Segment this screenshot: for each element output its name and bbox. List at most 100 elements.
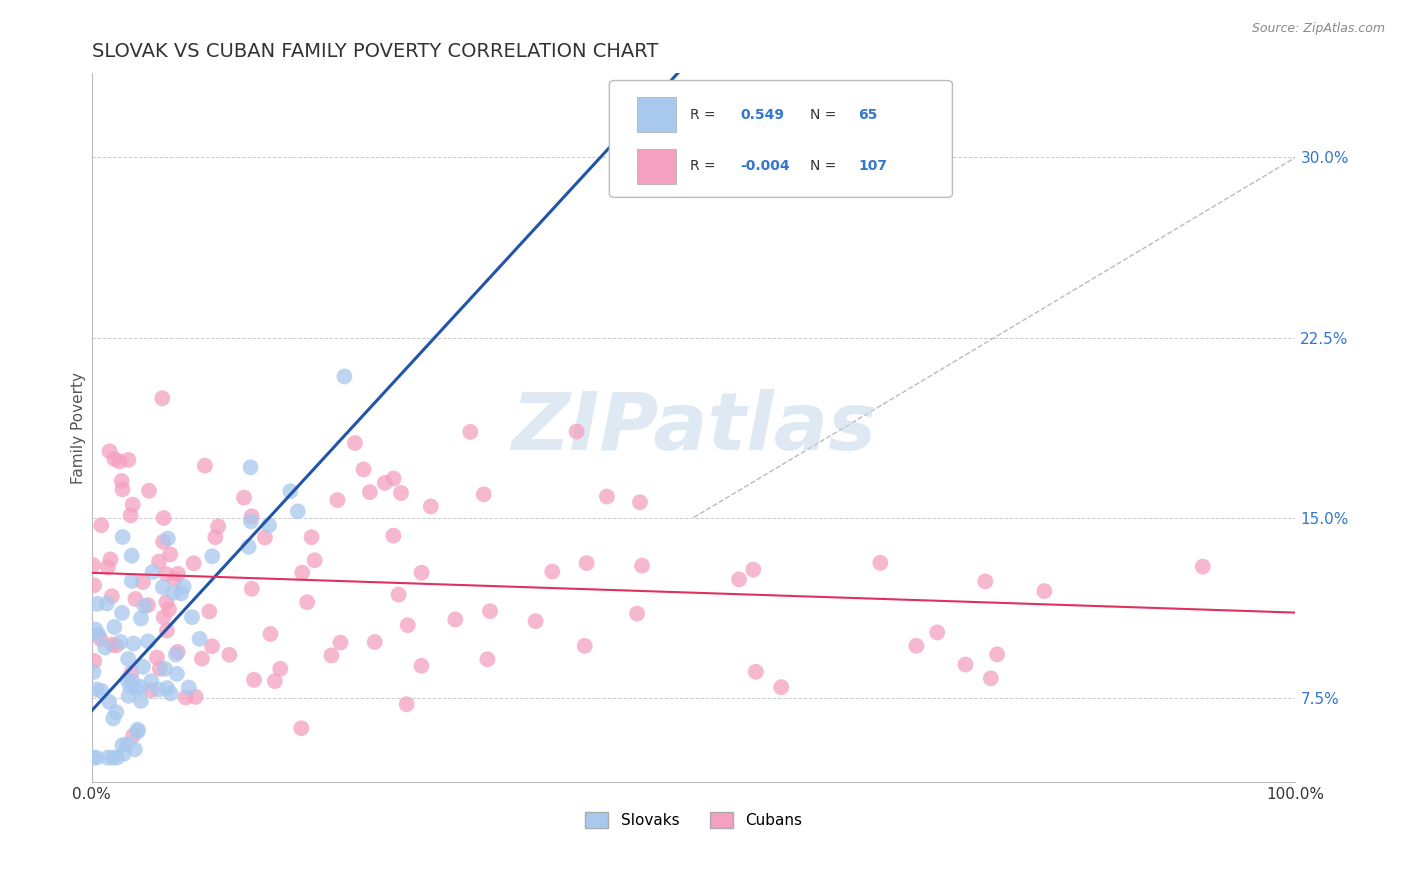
Point: [364, 635, 387, 649]
Point: [101, 711, 124, 725]
Point: [207, 519, 229, 533]
Point: [239, 514, 262, 528]
Point: [96, 597, 118, 611]
Point: [97, 560, 120, 574]
Point: [120, 508, 142, 523]
Point: [326, 493, 349, 508]
Point: [82, 665, 104, 679]
Point: [238, 540, 260, 554]
Point: [419, 500, 441, 514]
Point: [194, 458, 217, 473]
Point: [411, 658, 433, 673]
Point: [263, 674, 285, 689]
Point: [460, 425, 482, 439]
Point: [524, 614, 547, 628]
Point: [167, 566, 190, 581]
Point: [166, 666, 188, 681]
Point: [141, 565, 163, 579]
Point: [124, 742, 146, 756]
Point: [174, 690, 197, 705]
Point: [120, 666, 142, 681]
Point: [269, 662, 291, 676]
Point: [141, 674, 163, 689]
Point: [125, 681, 148, 696]
Text: N =: N =: [810, 160, 841, 173]
Point: [198, 604, 221, 618]
Point: [575, 556, 598, 570]
Point: [101, 638, 124, 652]
Point: [240, 509, 263, 524]
Point: [156, 681, 179, 695]
Point: [129, 611, 152, 625]
Y-axis label: Family Poverty: Family Poverty: [72, 372, 86, 483]
Point: [631, 558, 654, 573]
Point: [121, 674, 143, 689]
Point: [155, 567, 177, 582]
Point: [83, 578, 105, 592]
Point: [100, 552, 122, 566]
Point: [287, 504, 309, 518]
Text: N =: N =: [810, 108, 841, 122]
Point: [156, 532, 179, 546]
Point: [132, 575, 155, 590]
Point: [118, 680, 141, 694]
Point: [101, 589, 124, 603]
Point: [574, 639, 596, 653]
Point: [98, 695, 121, 709]
Point: [374, 475, 396, 490]
Point: [148, 682, 170, 697]
Point: [138, 483, 160, 498]
Point: [259, 627, 281, 641]
Point: [181, 610, 204, 624]
Point: [388, 588, 411, 602]
Point: [121, 498, 143, 512]
Point: [111, 474, 134, 488]
Point: [124, 592, 146, 607]
Point: [541, 565, 564, 579]
Point: [152, 610, 174, 624]
Point: [728, 573, 751, 587]
Point: [742, 563, 765, 577]
Point: [108, 454, 131, 468]
FancyBboxPatch shape: [609, 80, 952, 197]
Point: [159, 686, 181, 700]
Point: [157, 602, 180, 616]
Point: [290, 721, 312, 735]
Point: [974, 574, 997, 589]
Text: -0.004: -0.004: [741, 160, 790, 173]
Point: [396, 618, 419, 632]
Text: ZIPatlas: ZIPatlas: [512, 389, 876, 467]
Point: [146, 650, 169, 665]
Text: R =: R =: [690, 160, 720, 173]
Point: [86, 682, 108, 697]
Point: [343, 436, 366, 450]
Point: [111, 738, 134, 752]
Point: [127, 724, 149, 739]
Point: [233, 491, 256, 505]
Point: [97, 750, 120, 764]
Point: [112, 747, 135, 761]
Point: [333, 369, 356, 384]
Point: [110, 635, 132, 649]
Text: 107: 107: [859, 160, 887, 173]
Point: [389, 486, 412, 500]
Point: [83, 654, 105, 668]
Point: [117, 673, 139, 687]
Point: [253, 531, 276, 545]
Point: [101, 750, 124, 764]
Point: [136, 634, 159, 648]
Point: [117, 453, 139, 467]
Point: [94, 640, 117, 655]
Point: [278, 484, 301, 499]
Point: [103, 620, 125, 634]
Point: [1191, 559, 1213, 574]
Point: [86, 750, 108, 764]
Point: [382, 471, 405, 485]
Point: [243, 673, 266, 687]
Point: [628, 495, 651, 509]
Point: [122, 636, 145, 650]
Point: [295, 595, 318, 609]
Point: [150, 392, 173, 406]
Bar: [637, 97, 675, 133]
Point: [165, 648, 187, 662]
